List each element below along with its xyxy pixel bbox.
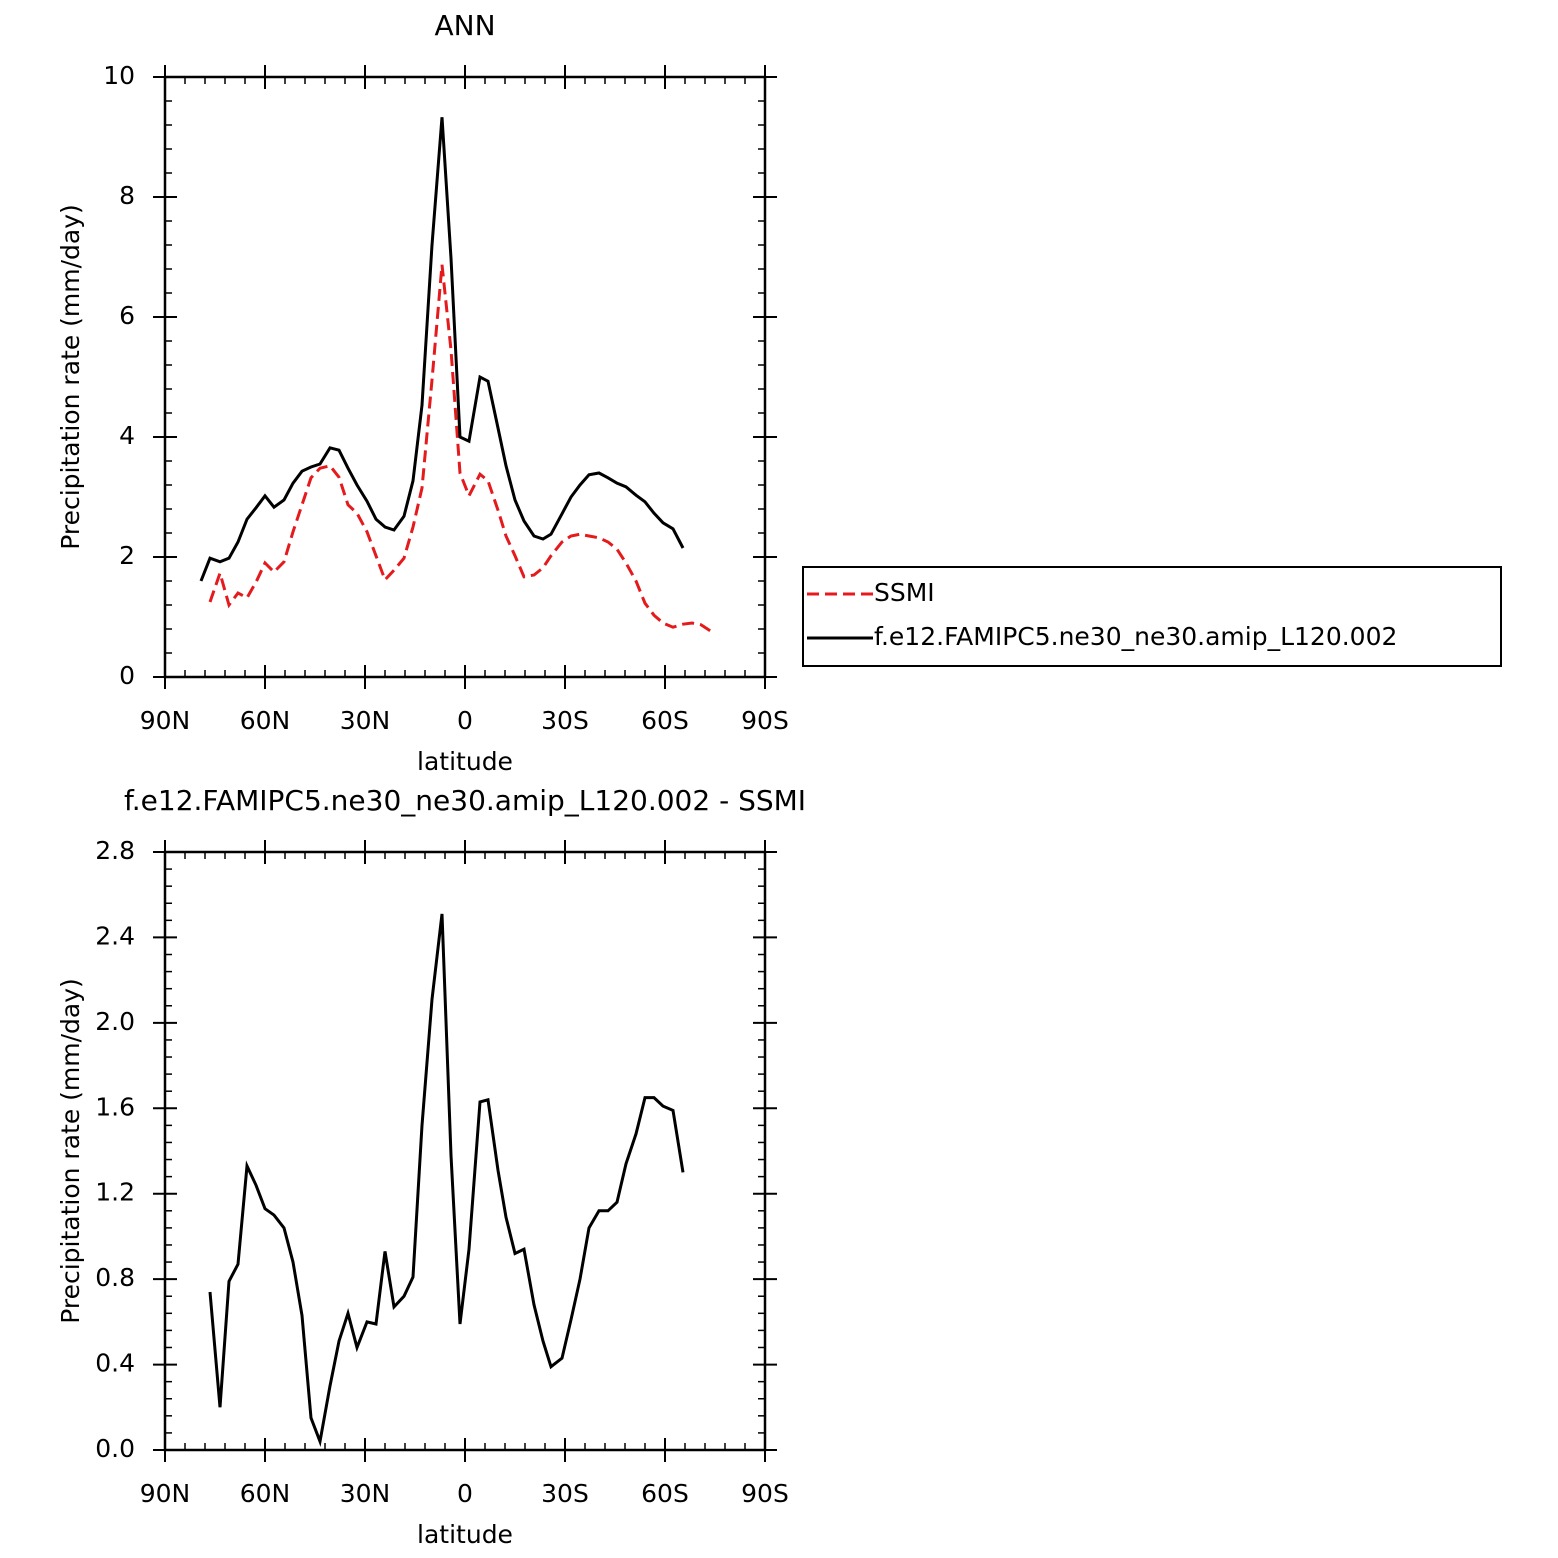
- x-tick-label: 60S: [641, 706, 689, 735]
- x-tick-label: 0: [457, 706, 473, 735]
- x-tick-label: 90S: [741, 706, 789, 735]
- y-tick-label: 0.4: [95, 1349, 135, 1378]
- y-tick-label: 8: [119, 181, 135, 210]
- y-tick-label: 6: [119, 301, 135, 330]
- x-axis-label: latitude: [417, 1520, 513, 1549]
- x-tick-label: 60S: [641, 1479, 689, 1508]
- y-tick-label: 1.2: [95, 1178, 135, 1207]
- y-tick-label: 0: [119, 661, 135, 690]
- y-axis-label: Precipitation rate (mm/day): [56, 204, 85, 550]
- legend-label: SSMI: [874, 578, 935, 607]
- y-tick-label: 2.0: [95, 1007, 135, 1036]
- y-tick-label: 2.4: [95, 921, 135, 950]
- data-line: [208, 264, 713, 634]
- x-tick-label: 90N: [140, 1479, 191, 1508]
- data-line: [208, 913, 685, 1448]
- y-tick-label: 4: [119, 421, 135, 450]
- legend-label: f.e12.FAMIPC5.ne30_ne30.amip_L120.002: [874, 622, 1397, 651]
- x-axis-label: latitude: [417, 747, 513, 776]
- y-tick-label: 2: [119, 541, 135, 570]
- x-tick-label: 60N: [240, 706, 291, 735]
- plot-frame: [163, 850, 767, 1452]
- data-line: [199, 117, 685, 582]
- x-tick-label: 30N: [340, 706, 391, 735]
- y-tick-label: 2.8: [95, 836, 135, 865]
- x-tick-label: 90N: [140, 706, 191, 735]
- x-tick-label: 30N: [340, 1479, 391, 1508]
- y-tick-label: 0.0: [95, 1434, 135, 1463]
- y-tick-label: 1.6: [95, 1092, 135, 1121]
- chart-title: ANN: [434, 9, 495, 42]
- y-tick-label: 10: [103, 61, 135, 90]
- x-tick-label: 30S: [541, 706, 589, 735]
- legend-box: [802, 566, 1502, 667]
- x-tick-label: 30S: [541, 1479, 589, 1508]
- y-tick-label: 0.8: [95, 1263, 135, 1292]
- chart-title: f.e12.FAMIPC5.ne30_ne30.amip_L120.002 - …: [124, 784, 806, 817]
- plot-frame: [163, 75, 767, 679]
- y-axis-label: Precipitation rate (mm/day): [56, 978, 85, 1324]
- x-tick-label: 60N: [240, 1479, 291, 1508]
- x-tick-label: 90S: [741, 1479, 789, 1508]
- x-tick-label: 0: [457, 1479, 473, 1508]
